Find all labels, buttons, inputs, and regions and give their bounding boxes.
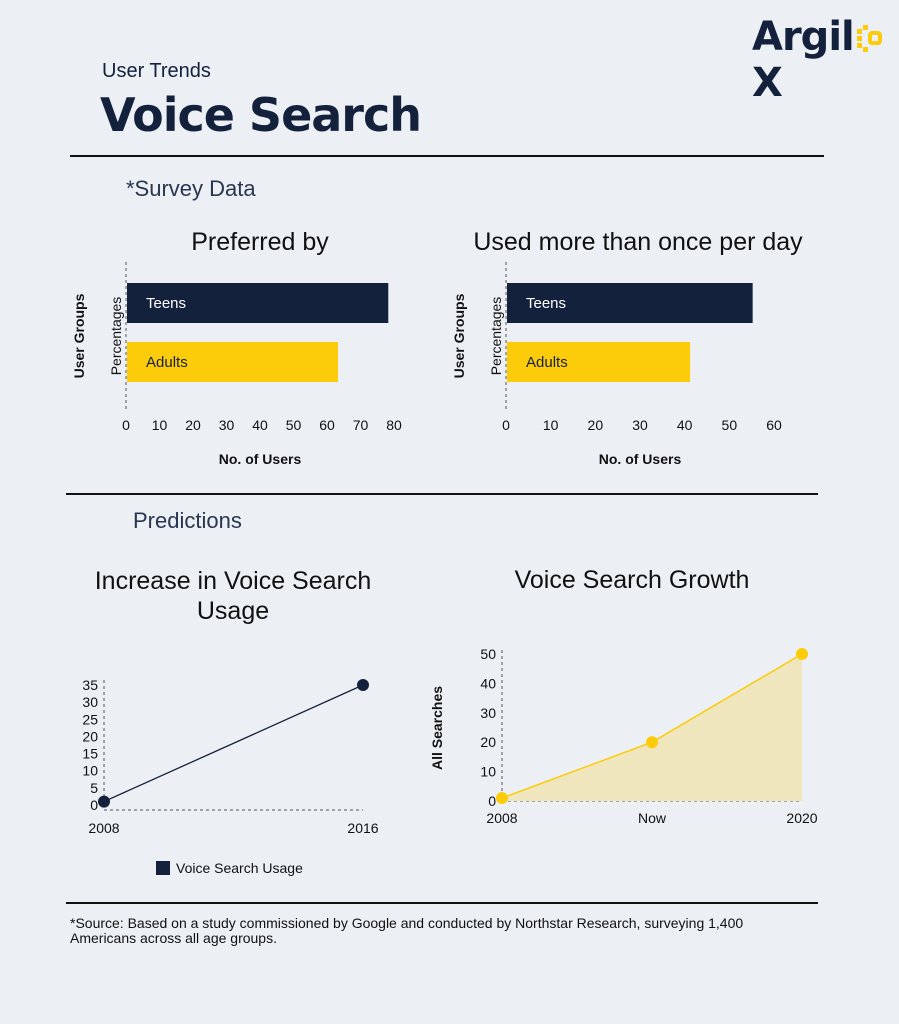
y-axis-label: User Groups [71,293,87,378]
x-tick-label: 2008 [88,820,119,836]
x-tick-label: 10 [152,417,168,433]
x-tick-label: 80 [386,417,402,433]
y-tick-label: 25 [82,711,98,727]
section-survey-label: *Survey Data [126,176,256,201]
y-tick-label: 20 [480,734,496,750]
x-tick-label: 40 [677,417,693,433]
chart-used-daily-title: Used more than once per day [473,228,803,256]
chart-growth-title: Voice Search Growth [514,566,750,594]
brand-logo: ArgilX [752,14,899,106]
y-tick-label: 0 [90,797,98,813]
bar-adults [507,342,691,382]
chart-usage-legend: Voice Search Usage [156,860,303,876]
data-point [796,648,808,660]
bar-teens [507,283,753,323]
y-axis-subtitle: Percentages [108,297,124,376]
x-tick-label: 60 [319,417,335,433]
y-tick-label: 50 [480,646,496,662]
page-title: Voice Search [100,88,422,142]
y-tick-label: 35 [82,677,98,693]
x-tick-label: 30 [632,417,648,433]
bar-adults [127,342,339,382]
chart-preferred-title: Preferred by [191,228,329,256]
area-fill [502,654,802,801]
page-subtitle: User Trends [102,60,211,82]
logo-text-right: X [752,60,783,106]
logo-mark-icon [855,17,883,52]
y-tick-label: 10 [480,764,496,780]
legend-label: Voice Search Usage [176,860,303,876]
divider-bottom [66,902,818,904]
bar-label-adults: Adults [146,354,188,371]
chart-preferred: User Groups Percentages Teens Adults 0 10 20 30… [71,262,402,467]
divider-top [70,155,824,157]
y-tick-label: 10 [82,763,98,779]
y-axis-label: User Groups [451,293,467,378]
bar-label-teens: Teens [146,295,186,312]
y-tick-label: 20 [82,728,98,744]
x-tick-label: 50 [722,417,738,433]
bar-teens [127,283,389,323]
y-tick-label: 0 [488,793,496,809]
x-tick-label: 50 [286,417,302,433]
y-axis-subtitle: Percentages [488,297,504,376]
x-tick-label: 70 [353,417,369,433]
source-note: *Source: Based on a study commissioned b… [70,916,790,946]
chart-used-daily: User Groups Percentages Teens Adults 0 10 20 30… [451,262,782,467]
chart-usage-title: Increase in Voice Search Usage [94,567,372,625]
data-point [496,792,508,805]
x-tick-label: 2016 [347,820,378,836]
y-tick-label: 30 [480,705,496,721]
x-tick-label: 30 [219,417,235,433]
x-axis-label: No. of Users [599,451,682,467]
y-tick-label: 5 [90,780,98,796]
logo-text-left: Argil [752,14,855,60]
x-tick-label: 2008 [486,810,517,826]
x-tick-label: 0 [122,417,130,433]
source-line-2: Americans across all age groups. [70,930,277,946]
y-tick-label: 30 [82,694,98,710]
data-point [646,736,658,749]
data-point [357,679,369,691]
section-predictions-label: Predictions [133,508,242,533]
source-line-1: *Source: Based on a study commissioned b… [70,915,744,931]
y-axis-label: All Searches [429,686,445,770]
bar-label-adults: Adults [526,354,568,371]
x-axis-label: No. of Users [219,451,302,467]
x-tick-label: 20 [588,417,604,433]
series-line [103,684,364,803]
y-tick-label: 40 [480,675,496,691]
x-tick-label: 2020 [786,810,817,826]
x-tick-label: 20 [185,417,201,433]
x-tick-label: Now [638,810,667,826]
chart-growth: All Searches 0 10 20 30 40 50 2008 Now 2020 [429,646,818,826]
x-tick-label: 40 [252,417,268,433]
bar-label-teens: Teens [526,295,566,312]
divider-middle [66,493,818,495]
x-tick-label: 60 [766,417,782,433]
y-tick-label: 15 [82,746,98,762]
x-tick-label: 10 [543,417,559,433]
x-tick-label: 0 [502,417,510,433]
legend-swatch [156,861,170,875]
data-point [98,795,110,808]
